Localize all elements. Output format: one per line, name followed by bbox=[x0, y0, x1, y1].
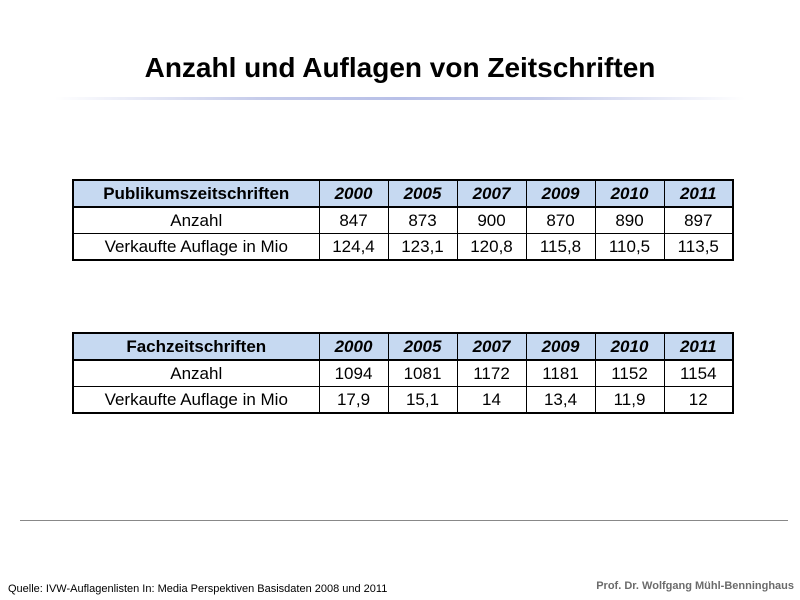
table-cell: 12 bbox=[663, 386, 734, 414]
table-cell: 15,1 bbox=[387, 386, 458, 414]
slide-title: Anzahl und Auflagen von Zeitschriften bbox=[144, 52, 656, 83]
table-cell: 113,5 bbox=[663, 233, 734, 261]
table-cell: 13,4 bbox=[525, 386, 596, 414]
year-header: 2009 bbox=[525, 332, 596, 361]
table-cell: 1172 bbox=[456, 359, 527, 387]
table-cell: 123,1 bbox=[387, 233, 458, 261]
year-header: 2011 bbox=[663, 332, 734, 361]
year-header: 2007 bbox=[456, 332, 527, 361]
table-cell: 120,8 bbox=[456, 233, 527, 261]
table-cell: 110,5 bbox=[594, 233, 665, 261]
table-cell: 1081 bbox=[387, 359, 458, 387]
table-cell: 124,4 bbox=[318, 233, 389, 261]
year-header: 2011 bbox=[663, 179, 734, 208]
table-cell: 890 bbox=[594, 206, 665, 234]
table-cell: 897 bbox=[663, 206, 734, 234]
row-label: Anzahl bbox=[72, 206, 320, 234]
footer-divider bbox=[20, 520, 788, 521]
table-cell: 1181 bbox=[525, 359, 596, 387]
table-cell: 115,8 bbox=[525, 233, 596, 261]
table-header-label: Fachzeitschriften bbox=[72, 332, 320, 361]
source-note: Quelle: IVW-Auflagenlisten In: Media Per… bbox=[8, 583, 388, 595]
table-row: Anzahl 1094 1081 1172 1181 1152 1154 bbox=[72, 359, 734, 387]
row-label: Verkaufte Auflage in Mio bbox=[72, 233, 320, 261]
year-header: 2000 bbox=[318, 179, 389, 208]
year-header: 2005 bbox=[387, 332, 458, 361]
table-cell: 847 bbox=[318, 206, 389, 234]
year-header: 2010 bbox=[594, 332, 665, 361]
title-underline bbox=[55, 97, 745, 100]
row-label: Anzahl bbox=[72, 359, 320, 387]
table-cell: 1094 bbox=[318, 359, 389, 387]
table-row: Verkaufte Auflage in Mio 124,4 123,1 120… bbox=[72, 233, 734, 261]
year-header: 2009 bbox=[525, 179, 596, 208]
year-header: 2005 bbox=[387, 179, 458, 208]
row-label: Verkaufte Auflage in Mio bbox=[72, 386, 320, 414]
table-header-label: Publikumszeitschriften bbox=[72, 179, 320, 208]
table-cell: 900 bbox=[456, 206, 527, 234]
table-cell: 873 bbox=[387, 206, 458, 234]
table-row: Verkaufte Auflage in Mio 17,9 15,1 14 13… bbox=[72, 386, 734, 414]
fachzeitschriften-table: Fachzeitschriften 2000 2005 2007 2009 20… bbox=[72, 332, 734, 414]
author-credit: Prof. Dr. Wolfgang Mühl-Benninghaus bbox=[596, 580, 794, 592]
year-header: 2010 bbox=[594, 179, 665, 208]
year-header: 2000 bbox=[318, 332, 389, 361]
table-header-row: Fachzeitschriften 2000 2005 2007 2009 20… bbox=[72, 332, 734, 361]
year-header: 2007 bbox=[456, 179, 527, 208]
table-row: Anzahl 847 873 900 870 890 897 bbox=[72, 206, 734, 234]
table-cell: 1154 bbox=[663, 359, 734, 387]
table-header-row: Publikumszeitschriften 2000 2005 2007 20… bbox=[72, 179, 734, 208]
table-cell: 1152 bbox=[594, 359, 665, 387]
table-cell: 11,9 bbox=[594, 386, 665, 414]
publikumszeitschriften-table: Publikumszeitschriften 2000 2005 2007 20… bbox=[72, 179, 734, 261]
table-cell: 14 bbox=[456, 386, 527, 414]
table-cell: 870 bbox=[525, 206, 596, 234]
table-cell: 17,9 bbox=[318, 386, 389, 414]
